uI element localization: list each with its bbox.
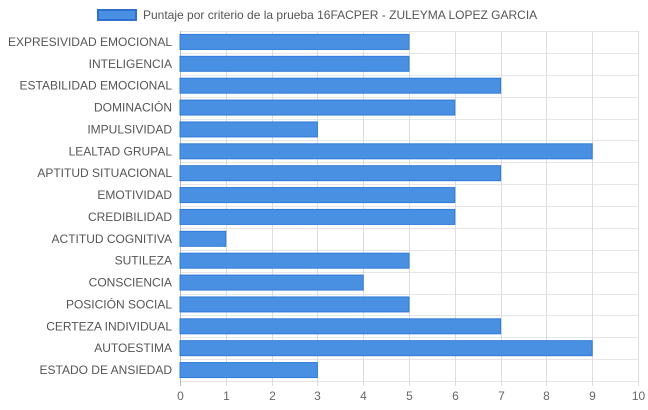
legend-swatch bbox=[97, 9, 137, 21]
category-label: POSICIÓN SOCIAL bbox=[66, 296, 172, 311]
bar bbox=[179, 77, 502, 94]
bar bbox=[179, 33, 410, 50]
x-tick-label: 5 bbox=[406, 389, 413, 403]
bar bbox=[179, 252, 410, 269]
chart-legend[interactable]: Puntaje por criterio de la prueba 16FACP… bbox=[97, 6, 537, 24]
x-tick-label: 6 bbox=[452, 389, 459, 403]
x-tick-label: 10 bbox=[632, 389, 646, 403]
category-label: AUTOESTIMA bbox=[94, 341, 172, 355]
bar bbox=[179, 143, 593, 160]
category-label: INTELIGENCIA bbox=[89, 57, 172, 71]
bar bbox=[179, 187, 456, 204]
category-label: ESTADO DE ANSIEDAD bbox=[40, 363, 173, 377]
category-label: ACTITUD COGNITIVA bbox=[52, 232, 172, 246]
x-tick-label: 9 bbox=[589, 389, 596, 403]
bar bbox=[179, 340, 593, 357]
x-tick-label: 7 bbox=[498, 389, 505, 403]
x-tick-label: 2 bbox=[269, 389, 276, 403]
bar bbox=[179, 230, 227, 247]
bar bbox=[179, 274, 364, 291]
x-tick-label: 0 bbox=[177, 389, 184, 403]
category-label: CERTEZA INDIVIDUAL bbox=[46, 319, 172, 333]
x-tick-label: 3 bbox=[314, 389, 321, 403]
bar bbox=[179, 362, 318, 379]
x-tick-label: 4 bbox=[360, 389, 367, 403]
category-label: CREDIBILIDAD bbox=[88, 210, 172, 224]
category-label: DOMINACIÓN bbox=[94, 100, 172, 115]
category-label: EXPRESIVIDAD EMOCIONAL bbox=[8, 35, 172, 49]
category-label: LEALTAD GRUPAL bbox=[69, 144, 173, 158]
category-label: IMPULSIVIDAD bbox=[87, 122, 172, 136]
bar bbox=[179, 208, 456, 225]
category-label: ESTABILIDAD EMOCIONAL bbox=[20, 79, 173, 93]
category-label: APTITUD SITUACIONAL bbox=[37, 166, 172, 180]
category-label: CONSCIENCIA bbox=[89, 276, 172, 290]
bar bbox=[179, 55, 410, 72]
bar bbox=[179, 121, 318, 138]
x-tick-label: 1 bbox=[223, 389, 230, 403]
x-tick-label: 8 bbox=[543, 389, 550, 403]
category-label: EMOTIVIDAD bbox=[97, 188, 172, 202]
bar bbox=[179, 296, 410, 313]
legend-label: Puntaje por criterio de la prueba 16FACP… bbox=[143, 8, 538, 22]
bar bbox=[179, 318, 502, 335]
bar bbox=[179, 165, 502, 182]
category-label: SUTILEZA bbox=[115, 254, 172, 268]
bar bbox=[179, 99, 456, 116]
